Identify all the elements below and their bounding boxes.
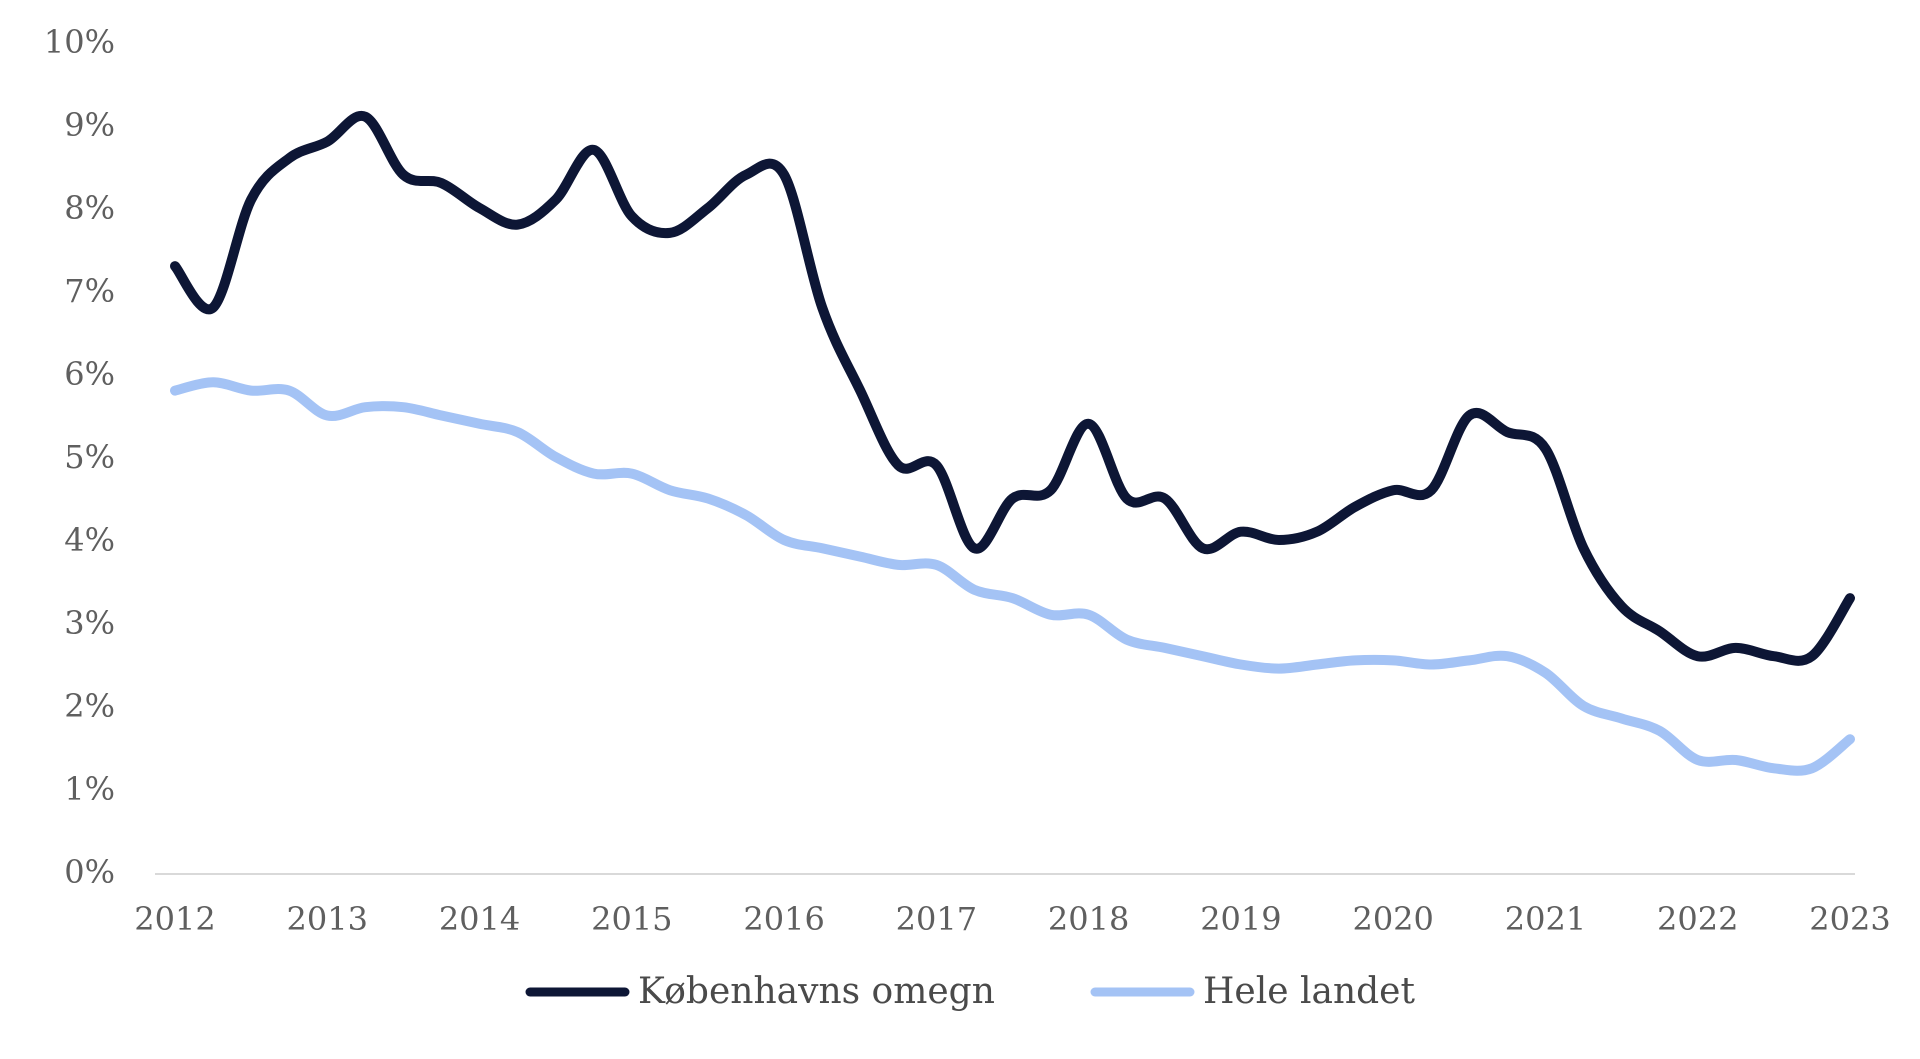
y-tick-label: 3% — [64, 604, 115, 642]
legend-entry-0: Københavns omegn — [525, 971, 995, 1012]
x-tick-label: 2013 — [287, 900, 368, 938]
legend-entry-1: Hele landet — [1090, 971, 1415, 1012]
x-tick-label: 2020 — [1352, 900, 1433, 938]
x-tick-label: 2014 — [439, 900, 520, 938]
x-tick-label: 2021 — [1505, 900, 1586, 938]
x-tick-label: 2017 — [896, 900, 977, 938]
x-tick-label: 2015 — [591, 900, 672, 938]
series-layer — [170, 110, 1855, 776]
x-tick-label: 2018 — [1048, 900, 1129, 938]
x-tick-label: 2016 — [743, 900, 824, 938]
y-tick-label: 0% — [64, 853, 115, 891]
x-axis-ticks: 2012 2013 2014 2015 2016 2017 2018 2019 2020 2021… — [134, 900, 1890, 938]
legend-label: Hele landet — [1203, 971, 1415, 1012]
y-tick-label: 1% — [64, 770, 115, 808]
y-axis-ticks: 0% 1% 2% 3% 4% 5% 6% 7% 8% 9% 10% — [44, 23, 115, 891]
y-tick-label: 10% — [44, 23, 115, 61]
y-tick-label: 4% — [64, 521, 115, 559]
y-tick-label: 2% — [64, 687, 115, 725]
x-tick-label: 2022 — [1657, 900, 1738, 938]
series-line-1 — [170, 377, 1855, 776]
legend: Københavns omegn Hele landet — [525, 971, 1415, 1012]
y-tick-label: 6% — [64, 355, 115, 393]
y-tick-label: 5% — [64, 438, 115, 476]
y-tick-label: 9% — [64, 106, 115, 144]
series-line-0 — [170, 110, 1855, 666]
y-tick-label: 8% — [64, 189, 115, 227]
x-tick-label: 2019 — [1200, 900, 1281, 938]
y-tick-label: 7% — [64, 272, 115, 310]
x-tick-label: 2023 — [1809, 900, 1890, 938]
legend-label: Københavns omegn — [638, 971, 995, 1012]
x-tick-label: 2012 — [134, 900, 215, 938]
